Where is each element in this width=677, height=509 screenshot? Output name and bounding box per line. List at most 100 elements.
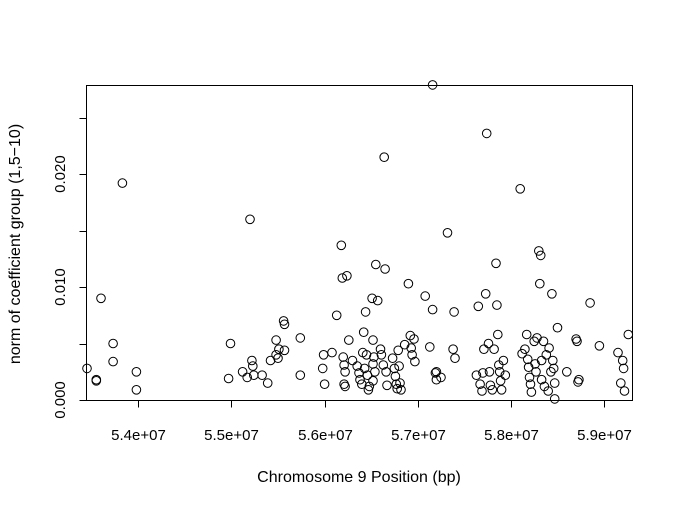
data-point [245,214,255,225]
data-point [278,316,289,326]
data-point [389,363,400,374]
data-point [370,367,380,377]
data-point [338,352,349,362]
data-point [340,381,350,392]
data-point [427,304,438,315]
data-point [279,345,290,356]
data-point [265,355,276,366]
data-point [544,343,554,353]
data-point [319,379,330,390]
data-point [524,372,535,383]
data-point [425,342,435,352]
data-point [538,336,549,347]
data-point [535,278,545,289]
data-point [342,271,352,281]
data-point [473,301,484,312]
data-point [340,367,350,377]
data-point [393,345,404,356]
data-point [617,355,628,366]
data-point [248,361,258,371]
data-point [479,344,489,355]
data-point [523,362,534,373]
data-point [131,367,142,377]
x-tick-label: 5.4e+07 [111,427,166,444]
data-point [96,293,106,304]
y-axis-title: norm of coefficient group (1,5−10) [7,124,24,364]
data-point [327,347,337,358]
data-point [336,240,347,251]
data-point [515,184,526,194]
data-point [491,258,501,269]
data-point [409,334,419,344]
data-point [117,178,128,188]
data-point [317,363,328,374]
data-point [492,300,502,310]
data-point [496,385,507,395]
data-point [375,344,386,355]
data-point [534,246,544,256]
data-point [613,347,623,358]
data-point [485,380,496,391]
data-point [442,228,453,238]
data-point [535,250,546,261]
x-tick-label: 5.6e+07 [298,427,353,444]
data-point [480,289,491,299]
data-point [363,385,374,395]
y-axis: 0.000 0.010 0.020 [52,117,87,419]
data-point [391,379,402,390]
data-point [549,378,560,388]
data-point [536,355,547,366]
data-point [295,333,306,343]
y-tick-label: 0.010 [52,268,69,306]
data-point [495,376,506,386]
data-point [471,370,482,381]
data-point [390,371,401,382]
data-point [262,378,273,388]
data-point [358,327,369,338]
data-point [360,307,371,317]
data-point [369,352,379,362]
data-point [242,372,252,383]
data-point [500,370,511,381]
data-point [387,353,398,364]
data-point [623,329,634,340]
x-tick-label: 5.7e+07 [391,427,446,444]
data-point [371,259,381,270]
data-point [395,378,405,388]
data-point [525,379,536,390]
data-point [427,80,438,90]
data-point [344,335,354,345]
data-point [547,289,557,299]
data-point [339,379,349,390]
data-point [406,343,417,353]
data-point [271,335,281,345]
data-point [436,372,446,383]
data-point [478,368,488,378]
data-point [331,310,342,321]
data-point [574,374,584,385]
data-point [108,356,118,367]
data-point [407,350,417,360]
data-point [273,353,283,364]
data-point [585,298,595,308]
data-point [493,329,503,340]
x-tick-label: 5.8e+07 [484,427,539,444]
data-point [483,338,494,349]
data-point [487,385,498,395]
x-axis-title: Chromosome 9 Position (bp) [257,469,461,486]
data-point [396,385,406,395]
data-point [522,354,533,365]
data-point [82,363,92,374]
data-point [394,361,404,371]
data-point [339,360,349,370]
data-point [481,128,492,139]
data-point [392,383,403,394]
data-point [361,350,372,360]
data-point [379,152,390,162]
data-point [279,319,290,330]
x-axis: 5.4e+07 5.5e+07 5.6e+07 5.7e+07 5.8e+07 5.9e+… [111,400,632,444]
data-point [403,278,414,289]
data-point [572,336,582,347]
data-point [376,350,387,360]
